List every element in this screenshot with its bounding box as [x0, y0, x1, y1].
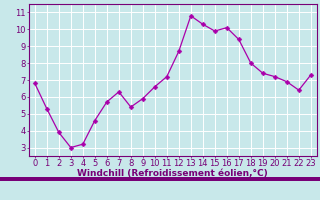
- X-axis label: Windchill (Refroidissement éolien,°C): Windchill (Refroidissement éolien,°C): [77, 169, 268, 178]
